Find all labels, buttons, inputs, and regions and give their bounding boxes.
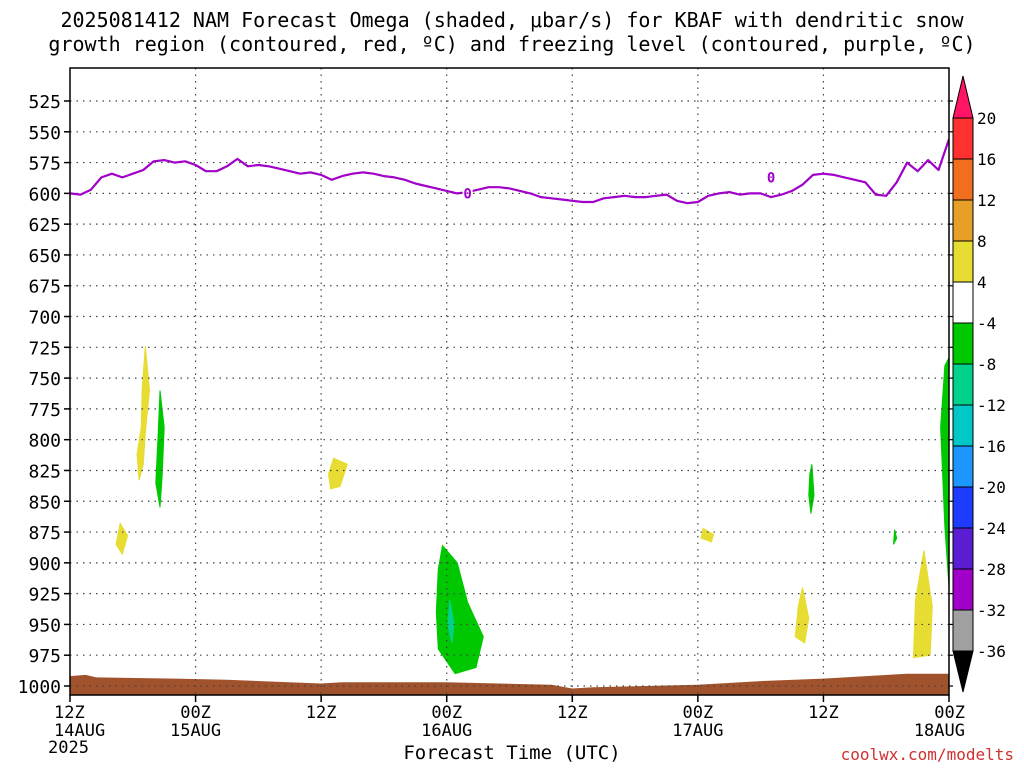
y-tick-label: 825 (28, 461, 61, 482)
colorbar-swatch (952, 240, 974, 283)
omega-region (327, 457, 348, 490)
y-tick-label: 600 (28, 184, 61, 205)
omega-region (115, 522, 129, 556)
x-tick-label-hour: 12Z (808, 703, 839, 723)
freezing-level-label: 0 (767, 170, 775, 186)
y-tick-label: 900 (28, 554, 61, 575)
y-tick-label: 550 (28, 123, 61, 144)
y-tick-label: 850 (28, 492, 61, 513)
colorbar-label: -16 (977, 437, 1006, 456)
colorbar-label: 12 (977, 191, 996, 210)
colorbar-swatch (952, 158, 974, 201)
omega-region (435, 544, 484, 675)
colorbar-label: -32 (977, 601, 1006, 620)
plot-area: 00 (69, 67, 950, 696)
y-tick-label: 525 (28, 92, 61, 113)
y-tick-label: 700 (28, 308, 61, 329)
omega-region (794, 587, 810, 644)
chart-title-line-1: 2025081412 NAM Forecast Omega (shaded, μ… (60, 8, 964, 32)
omega-region (940, 356, 949, 588)
chart-title-line-2: growth region (contoured, red, ºC) and f… (48, 32, 976, 56)
colorbar-swatch (952, 609, 974, 652)
y-tick-label: 675 (28, 277, 61, 298)
y-tick-label: 575 (28, 154, 61, 175)
colorbar-swatch (952, 322, 974, 365)
freezing-level-label-bg (766, 169, 777, 186)
colorbar-swatch (952, 117, 974, 160)
colorbar-label: -36 (977, 642, 1006, 661)
colorbar-label: 8 (977, 232, 987, 251)
y-axis: 525 550 575 600 625 650 675 700 725 750 775 800 825 8… (18, 92, 953, 698)
y-tick-label: 875 (28, 523, 61, 544)
plot-frame (69, 67, 950, 696)
x-tick-label-date: 14AUG (54, 721, 105, 741)
colorbar-swatch (952, 199, 974, 242)
colorbar-bottom-triangle (952, 650, 974, 693)
x-axis-title: Forecast Time (UTC) (403, 742, 621, 764)
colorbar-label: 4 (977, 273, 987, 292)
x-tick-label-hour: 00Z (682, 703, 713, 723)
x-tick-label-date: 15AUG (170, 721, 221, 741)
x-tick-label-hour: 00Z (180, 703, 211, 723)
y-tick-label: 775 (28, 400, 61, 421)
omega-region (447, 599, 455, 644)
colorbar-top-triangle (952, 75, 974, 119)
omega-region (155, 390, 165, 508)
colorbar-label: -4 (977, 314, 996, 333)
colorbar-swatch (952, 527, 974, 570)
y-tick-label: 1000 (18, 677, 61, 698)
y-tick-label: 800 (28, 431, 61, 452)
x-tick-label-hour: 12Z (54, 703, 85, 723)
y-tick-label: 750 (28, 369, 61, 390)
y-tick-label: 725 (28, 338, 61, 359)
omega-region (808, 464, 815, 514)
y-tick-label: 650 (28, 246, 61, 267)
colorbar-label: -20 (977, 478, 1006, 497)
x-tick-label-date: 16AUG (421, 721, 472, 741)
colorbar-swatch (952, 404, 974, 447)
colorbar-label: 16 (977, 150, 996, 169)
y-tick-label: 925 (28, 585, 61, 606)
x-tick-label-hour: 00Z (431, 703, 462, 723)
freezing-level-label-bg (462, 185, 473, 202)
colorbar: 20 16 12 8 4 -4 -8 -12 -16 -20 -24 -28 -32 -36 (952, 75, 1006, 693)
terrain-surface (70, 673, 949, 695)
x-tick-label-date: 18AUG (914, 721, 965, 741)
omega-region (893, 529, 898, 545)
colorbar-swatch (952, 281, 974, 324)
colorbar-swatch (952, 486, 974, 529)
colorbar-label: -8 (977, 355, 996, 374)
freezing-level-line (70, 138, 949, 205)
colorbar-label: -24 (977, 519, 1006, 538)
y-tick-label: 950 (28, 615, 61, 636)
colorbar-label: 20 (977, 109, 996, 128)
freezing-level-label: 0 (463, 186, 471, 202)
colorbar-swatch (952, 568, 974, 611)
x-tick-label-hour: 00Z (934, 703, 965, 723)
x-tick-label-hour: 12Z (557, 703, 588, 723)
colorbar-label: -12 (977, 396, 1006, 415)
colorbar-swatch (952, 445, 974, 488)
credit-text[interactable]: coolwx.com/modelts (840, 745, 1014, 764)
omega-region (136, 346, 151, 481)
omega-region (912, 550, 933, 659)
colorbar-label: -28 (977, 560, 1006, 579)
colorbar-swatch (952, 363, 974, 406)
omega-region (700, 527, 715, 543)
year-label: 2025 (48, 738, 89, 758)
x-tick-label-date: 17AUG (672, 721, 723, 741)
x-tick-label-hour: 12Z (306, 703, 337, 723)
plot-content: 00 (70, 68, 949, 695)
y-tick-label: 975 (28, 646, 61, 667)
y-tick-label: 625 (28, 215, 61, 236)
